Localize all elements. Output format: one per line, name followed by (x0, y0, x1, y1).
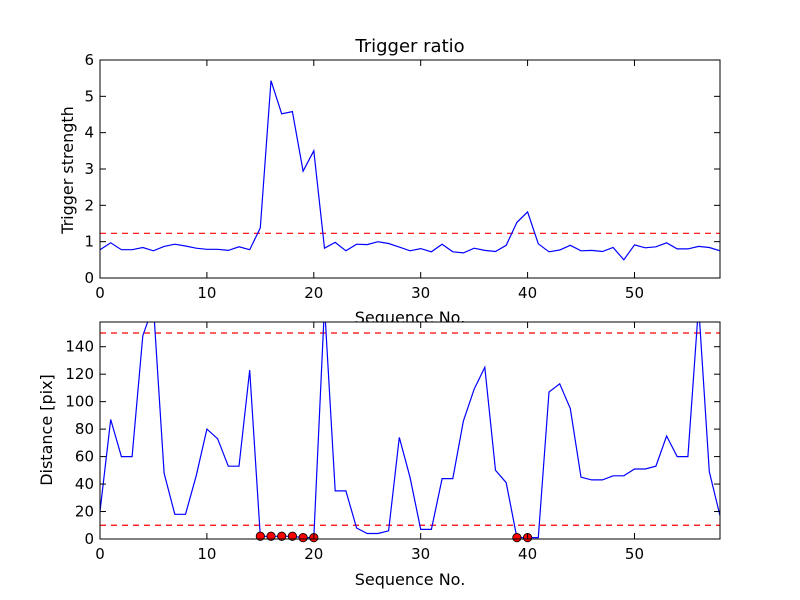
series-layer (100, 322, 720, 539)
y-axis-label: Distance [pix] (37, 374, 56, 486)
series-layer (100, 80, 720, 261)
x-tick-label: 50 (625, 284, 644, 302)
y-tick-label: 0 (84, 269, 94, 287)
axes-frame (99, 321, 721, 540)
x-tick-label: 10 (197, 545, 216, 563)
y-tick-label: 40 (75, 475, 94, 493)
x-axis-label: Sequence No. (355, 570, 466, 589)
axis-ticks: 0 10 20 30 40 50 0 1 2 3 4 5 6 (84, 51, 720, 302)
distance-axes: Distance [pix] Sequence No. 0 10 20 30 40 500… (37, 321, 721, 589)
plot-area (100, 80, 720, 261)
flagged-point (255, 531, 265, 541)
y-tick-label: 100 (65, 393, 94, 411)
x-tick-label: 10 (197, 284, 216, 302)
y-tick-label: 140 (65, 338, 94, 356)
y-axis-label: Trigger strength (58, 106, 77, 235)
y-tick-label: 80 (75, 420, 94, 438)
y-tick-label: 5 (84, 87, 94, 105)
x-tick-label: 50 (625, 545, 644, 563)
x-tick-label: 20 (304, 545, 323, 563)
y-tick-label: 120 (65, 365, 94, 383)
y-tick-label: 20 (75, 503, 94, 521)
x-tick-label: 0 (95, 545, 105, 563)
flagged-point (512, 533, 522, 543)
y-tick-label: 6 (84, 51, 94, 69)
series-line (100, 322, 720, 539)
series-line (100, 80, 720, 261)
trigger-ratio-axes: Trigger ratio Trigger strength Sequence … (58, 36, 721, 327)
y-tick-label: 3 (84, 160, 94, 178)
x-tick-label: 20 (304, 284, 323, 302)
axes-background (100, 322, 720, 539)
axis-ticks: 0 10 20 30 40 50 0 20 40 60 80 100 120 140 (65, 322, 720, 563)
flagged-point (298, 533, 308, 543)
y-tick-label: 60 (75, 448, 94, 466)
chart-title: Trigger ratio (354, 36, 464, 57)
x-tick-label: 40 (518, 284, 537, 302)
y-tick-label: 4 (84, 124, 94, 142)
flagged-point (287, 531, 298, 541)
x-tick-label: 0 (95, 284, 105, 302)
flagged-point (277, 531, 287, 541)
flagged-point (266, 531, 276, 541)
x-tick-label: 30 (411, 545, 430, 563)
y-tick-label: 0 (84, 530, 94, 548)
y-tick-label: 1 (84, 233, 94, 251)
x-tick-label: 40 (518, 545, 537, 563)
x-tick-label: 30 (411, 284, 430, 302)
y-tick-label: 2 (84, 196, 94, 214)
axes-frame (99, 59, 721, 279)
